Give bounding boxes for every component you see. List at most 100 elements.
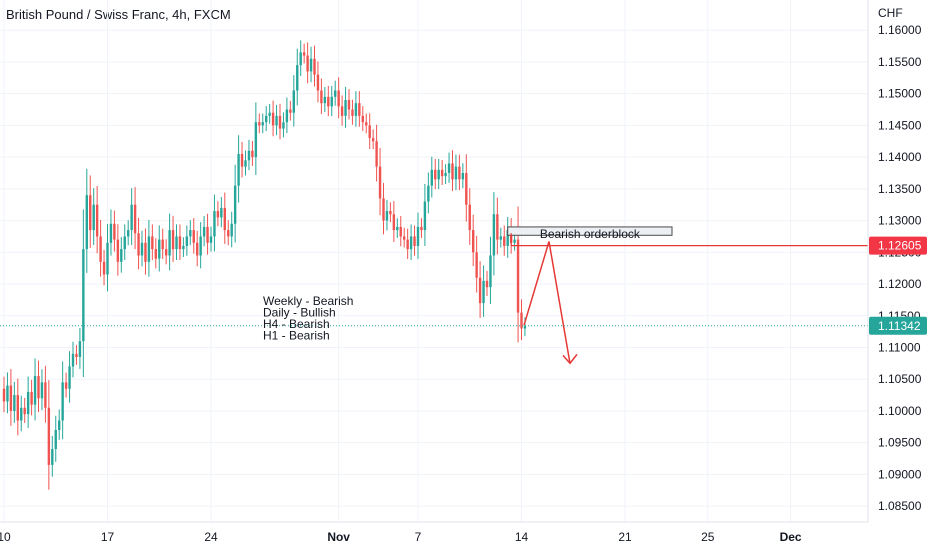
candle-body bbox=[123, 236, 126, 250]
candle-body bbox=[175, 236, 178, 250]
candle-body bbox=[406, 239, 409, 250]
candle-body bbox=[365, 122, 368, 126]
candle-body bbox=[371, 138, 375, 142]
time-tick-label: 25 bbox=[701, 530, 715, 544]
candle-body bbox=[254, 122, 258, 158]
candle-body bbox=[6, 385, 9, 402]
candle-body bbox=[423, 201, 427, 231]
candle-body bbox=[516, 239, 520, 313]
candle-body bbox=[461, 172, 465, 180]
candle-body bbox=[216, 211, 220, 218]
candle-body bbox=[413, 236, 416, 246]
candle-body bbox=[58, 420, 61, 430]
candle-body bbox=[420, 226, 423, 231]
candle-body bbox=[109, 223, 113, 243]
candle-body bbox=[20, 407, 23, 421]
candle-body bbox=[416, 226, 420, 246]
candle-body bbox=[37, 376, 40, 399]
candle-body bbox=[396, 226, 399, 231]
candle-body bbox=[33, 376, 37, 405]
candle-body bbox=[347, 100, 351, 110]
candle-body bbox=[337, 90, 340, 107]
candle-body bbox=[361, 115, 364, 123]
candle-body bbox=[520, 312, 523, 329]
candle-body bbox=[185, 236, 189, 246]
candle-body bbox=[503, 236, 506, 246]
candle-body bbox=[227, 230, 230, 237]
candle-body bbox=[95, 204, 99, 237]
candle-body bbox=[240, 153, 244, 167]
time-tick-label: 7 bbox=[415, 530, 422, 544]
candle-body bbox=[378, 166, 382, 199]
currency-label: CHF bbox=[878, 6, 903, 20]
candle-body bbox=[85, 195, 88, 250]
candle-body bbox=[26, 391, 30, 415]
candle-body bbox=[354, 103, 358, 116]
candle-body bbox=[92, 204, 95, 231]
candle-body bbox=[137, 233, 140, 256]
candle-body bbox=[409, 236, 413, 250]
candle-body bbox=[158, 239, 161, 259]
candle-body bbox=[154, 249, 157, 259]
candle-body bbox=[454, 166, 458, 180]
candle-body bbox=[244, 160, 247, 167]
candle-body bbox=[71, 353, 75, 367]
candle-body bbox=[327, 96, 330, 107]
candle-body bbox=[292, 90, 295, 113]
bias-text-line: H1 - Bearish bbox=[263, 329, 330, 343]
candle-body bbox=[9, 385, 13, 411]
chart-title: British Pound / Swiss Franc, 4h, FXCM bbox=[6, 7, 231, 22]
price-axis: CHF 1.08500 1.09000 1.09500 1.10000 1.10500 1.… bbox=[867, 0, 922, 522]
candle-body bbox=[106, 242, 109, 275]
orderblock-zone bbox=[507, 226, 673, 236]
candles bbox=[2, 40, 527, 490]
candle-body bbox=[78, 341, 82, 358]
candle-body bbox=[120, 249, 123, 262]
candle-body bbox=[465, 172, 468, 205]
candle-body bbox=[209, 236, 213, 243]
candle-body bbox=[113, 223, 116, 240]
price-tick-label: 1.10500 bbox=[878, 372, 922, 386]
candle-body bbox=[451, 163, 454, 180]
candle-body bbox=[47, 407, 51, 465]
projection-arrowhead bbox=[562, 353, 578, 365]
price-tick-label: 1.09500 bbox=[878, 436, 922, 450]
candle-body bbox=[296, 65, 299, 91]
bias-text-line: Weekly - Bearish bbox=[263, 294, 353, 308]
candle-body bbox=[403, 236, 406, 240]
candle-body bbox=[382, 198, 385, 221]
candle-body bbox=[61, 382, 64, 421]
price-tick-label: 1.13500 bbox=[878, 182, 922, 196]
candle-body bbox=[164, 249, 168, 256]
candle-body bbox=[278, 115, 282, 129]
candle-body bbox=[375, 141, 378, 167]
candle-body bbox=[389, 211, 392, 215]
price-tick-label: 1.13000 bbox=[878, 214, 922, 228]
grid-lines bbox=[0, 0, 868, 522]
candle-body bbox=[313, 58, 316, 75]
candle-body bbox=[199, 236, 202, 256]
candle-body bbox=[82, 249, 85, 342]
time-tick-label: 14 bbox=[515, 530, 529, 544]
candle-body bbox=[2, 388, 6, 402]
time-tick-label: 21 bbox=[618, 530, 632, 544]
candle-body bbox=[368, 125, 371, 139]
candle-body bbox=[147, 236, 151, 262]
time-tick-label: Nov bbox=[327, 530, 350, 544]
price-tick-label: 1.10000 bbox=[878, 404, 922, 418]
price-tick-label: 1.08500 bbox=[878, 499, 922, 513]
price-tag bbox=[869, 236, 927, 255]
candle-body bbox=[496, 214, 499, 240]
price-tick-label: 1.15000 bbox=[878, 87, 922, 101]
candle-body bbox=[64, 382, 68, 389]
candle-body bbox=[475, 252, 478, 278]
candle-body bbox=[116, 239, 120, 262]
candle-body bbox=[316, 74, 320, 91]
candle-body bbox=[468, 204, 471, 231]
candle-body bbox=[68, 366, 71, 389]
candle-body bbox=[351, 109, 354, 116]
candle-body bbox=[192, 230, 195, 243]
candle-body bbox=[499, 236, 502, 240]
candle-body bbox=[399, 226, 402, 237]
